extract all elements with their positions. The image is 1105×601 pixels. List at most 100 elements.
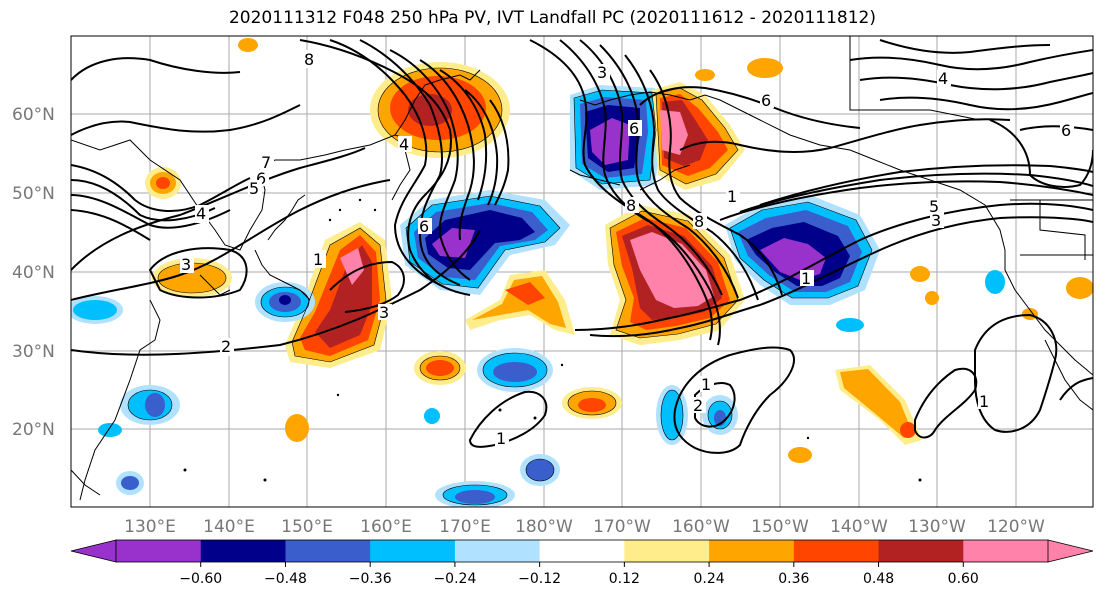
contour-label: 6	[760, 91, 774, 110]
latitude-labels: 60°N 50°N 40°N 30°N 20°N	[12, 105, 55, 440]
lon-label: 150°W	[751, 517, 809, 537]
svg-text:4: 4	[399, 135, 409, 154]
contour-label: 6	[418, 217, 432, 236]
contour-label: 3	[180, 255, 194, 274]
colorbar-segment	[624, 540, 710, 562]
colorbar-segment	[963, 540, 1049, 562]
map-frame	[70, 35, 1094, 508]
contour-label: 1	[726, 187, 740, 206]
colorbar-segment	[200, 540, 286, 562]
colorbar-segment	[793, 540, 880, 562]
svg-text:1: 1	[727, 187, 737, 206]
contour-label: 1	[700, 375, 714, 394]
lon-label: 170°E	[439, 517, 491, 537]
colorbar: −0.60 −0.48 −0.36 −0.24 −0.12 0.12 0.24 0.36 0.4…	[70, 539, 1094, 587]
svg-text:1: 1	[979, 392, 989, 411]
colorbar-low-extension	[70, 539, 117, 563]
svg-text:7: 7	[261, 153, 271, 172]
small-anomaly-patches	[71, 38, 1093, 507]
svg-text:6: 6	[629, 119, 639, 138]
lat-label-50n: 50°N	[12, 184, 55, 204]
lon-label: 170°W	[593, 517, 651, 537]
svg-text:6: 6	[761, 91, 771, 110]
contour-label: 6	[1060, 121, 1074, 140]
svg-text:6: 6	[256, 169, 266, 188]
contour-label: 1	[978, 392, 992, 411]
lon-label: 140°W	[830, 517, 888, 537]
contour-label: 1	[312, 250, 326, 269]
contour-label: 3	[596, 63, 610, 82]
colorbar-tick-label: 0.24	[694, 571, 725, 587]
svg-text:5: 5	[249, 179, 259, 198]
contour-label: 6	[628, 119, 642, 138]
lon-label: 180°W	[515, 517, 573, 537]
contour-label: 8	[625, 196, 639, 215]
colorbar-tick-label: 0.60	[948, 571, 979, 587]
contour-label: 3	[378, 303, 392, 322]
svg-text:4: 4	[196, 204, 206, 223]
svg-text:3: 3	[181, 255, 191, 274]
contour-label: 4	[937, 69, 951, 88]
svg-text:3: 3	[931, 211, 941, 230]
islands	[183, 198, 922, 482]
contour-labels: 8 7 6 5 4 3 2 1 6 4 3 6 8 3 8 1 3 5 4 1 …	[180, 50, 1074, 448]
plot-area: 8 7 6 5 4 3 2 1 6 4 3 6 8 3 8 1 3 5 4 1 …	[71, 36, 1093, 507]
longitude-labels: 130°E 140°E 150°E 160°E 170°E 180°W 170°…	[124, 517, 1045, 537]
colorbar-segment	[116, 540, 202, 562]
svg-text:1: 1	[496, 429, 506, 448]
colorbar-tick-label: 0.36	[778, 571, 809, 587]
contour-label: 2	[220, 337, 234, 356]
positive-anomaly-alaska	[652, 82, 745, 190]
colorbar-tick-label: −0.60	[179, 571, 222, 587]
svg-text:8: 8	[304, 50, 314, 69]
lat-label-20n: 20°N	[12, 420, 55, 440]
svg-text:8: 8	[694, 212, 704, 231]
svg-text:8: 8	[626, 196, 636, 215]
svg-text:1: 1	[313, 250, 323, 269]
contour-label: 8	[693, 212, 707, 231]
colorbar-high-extension	[1047, 539, 1094, 563]
colorbar-segment	[285, 540, 371, 562]
contour-label: 8	[302, 50, 318, 69]
contour-label: 5	[248, 179, 262, 198]
svg-text:3: 3	[379, 303, 389, 322]
contour-label: 4	[398, 135, 412, 154]
lon-label: 160°E	[360, 517, 412, 537]
colorbar-tick-label: −0.36	[349, 571, 392, 587]
lon-label: 160°W	[672, 517, 730, 537]
colorbar-segment	[454, 540, 541, 562]
contour-label: 3	[930, 211, 944, 230]
lon-label: 140°E	[203, 517, 255, 537]
contour-label: 1	[800, 269, 814, 288]
shading-outlines	[127, 67, 873, 506]
svg-text:1: 1	[701, 375, 711, 394]
positive-anomaly-central-pacific	[605, 205, 745, 345]
contour-label: 7	[260, 153, 274, 172]
pv-contours	[71, 39, 1093, 454]
colorbar-segment	[370, 540, 456, 562]
colorbar-tick-label: −0.24	[433, 571, 476, 587]
positive-anomaly-japan	[285, 222, 392, 368]
lat-label-40n: 40°N	[12, 263, 55, 283]
contour-label: 2	[692, 396, 706, 415]
svg-text:5: 5	[929, 197, 939, 216]
colorbar-frame	[115, 539, 1049, 563]
lat-label-30n: 30°N	[12, 342, 55, 362]
contour-label: 5	[928, 197, 942, 216]
lon-label: 130°W	[908, 517, 966, 537]
colorbar-segment	[878, 540, 964, 562]
contour-label: 1	[495, 429, 509, 448]
colorbar-tick-label: 0.12	[609, 571, 640, 587]
ivt-pc-shading	[71, 38, 1093, 507]
svg-text:2: 2	[693, 396, 703, 415]
colorbar-segment	[539, 540, 625, 562]
negative-anomaly-ne-pacific	[725, 195, 880, 305]
svg-text:6: 6	[419, 217, 429, 236]
map-title: 2020111312 F048 250 hPa PV, IVT Landfall…	[228, 8, 876, 28]
lon-label: 120°W	[987, 517, 1045, 537]
svg-text:4: 4	[938, 69, 948, 88]
negative-anomaly-nw-pacific	[400, 190, 570, 295]
svg-text:6: 6	[1061, 121, 1071, 140]
colorbar-tick-label: −0.48	[264, 571, 307, 587]
